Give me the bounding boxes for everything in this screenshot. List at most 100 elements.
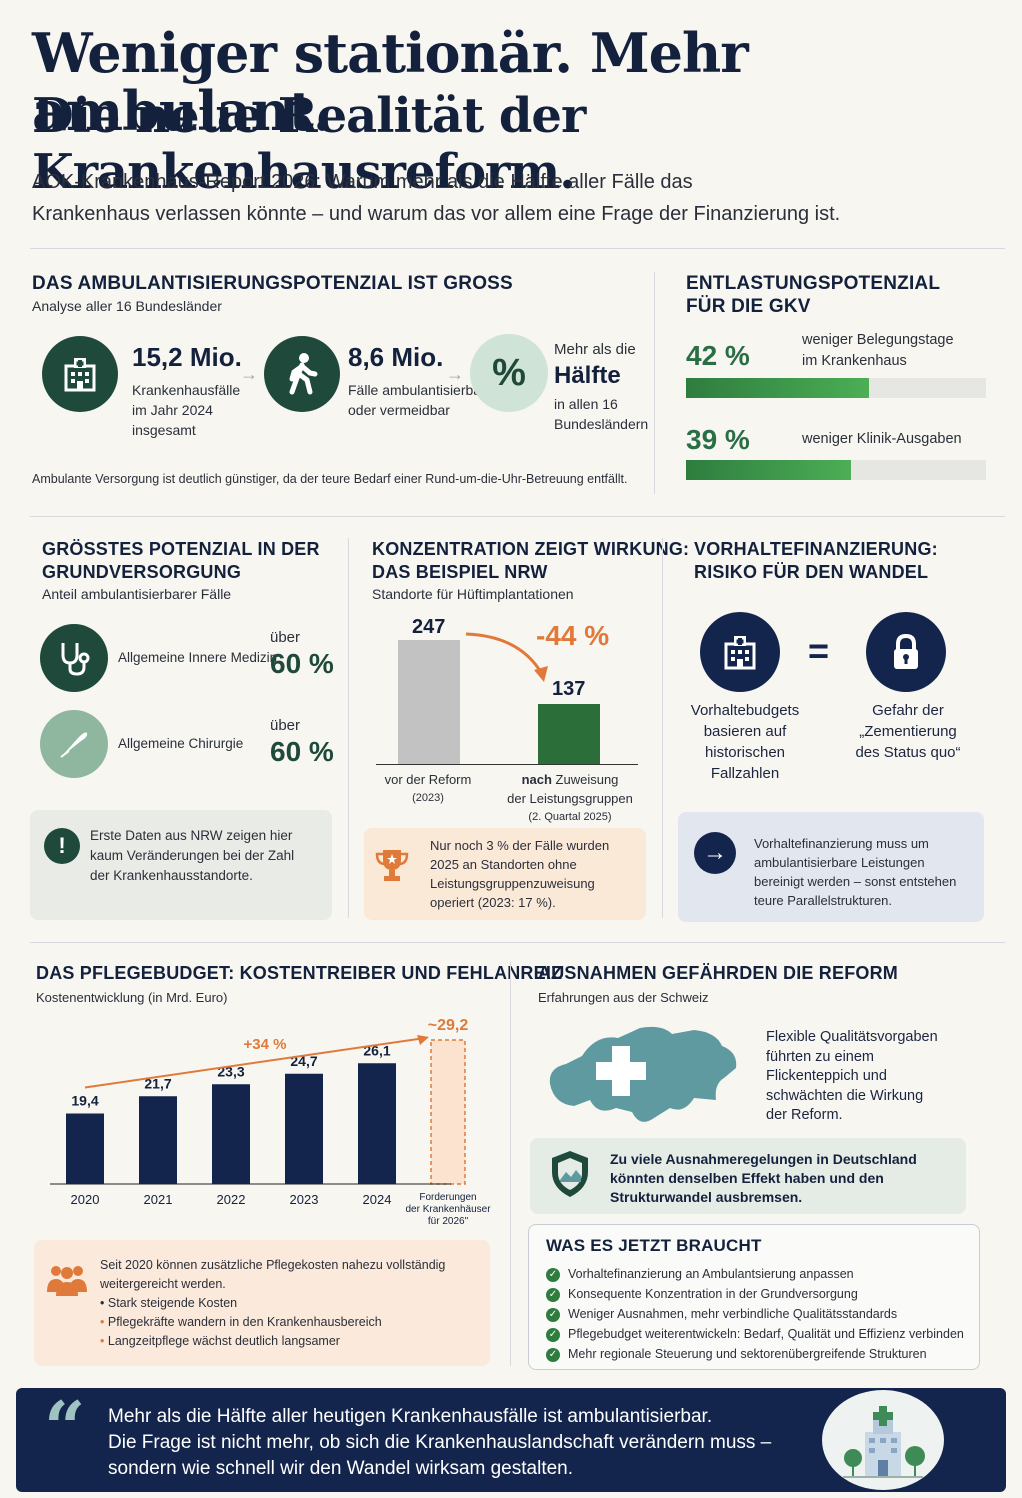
- trend-arrowhead-icon: [417, 1035, 429, 1045]
- stat-half-label: in allen 16 Bundesländern: [554, 396, 649, 432]
- chart-bar: [66, 1113, 104, 1184]
- forecast-caption: für 2026": [428, 1216, 469, 1227]
- people-group-icon: [44, 1262, 90, 1303]
- forecast-caption: Forderungen: [419, 1192, 476, 1203]
- quote-text: Mehr als die Hälfte aller heutigen Krank…: [108, 1406, 772, 1479]
- stat-half-pre: Mehr als die: [554, 341, 636, 358]
- potential-title: DAS AMBULANTISIERUNGSPOTENZIAL IST GROSS: [32, 273, 513, 294]
- scalpel-icon: [40, 710, 108, 778]
- shield-icon: [548, 1148, 592, 1205]
- hospital-building-icon: [700, 612, 780, 692]
- financing-right-text: Gefahr der „Zementierung des Status quo“: [855, 702, 961, 761]
- chart-bar: [358, 1063, 396, 1184]
- forecast-caption: der Krankenhäuser: [405, 1204, 491, 1215]
- x-tick-label: 2022: [217, 1192, 246, 1207]
- x-tick-label: 2020: [71, 1192, 100, 1207]
- chart-bar: [139, 1096, 177, 1184]
- relief-beds-bar-fill: [686, 378, 869, 398]
- walking-person-icon: [264, 336, 340, 412]
- financing-title: VORHALTEFINANZIERUNG: RISIKO FÜR DEN WAND…: [694, 539, 938, 582]
- internal-medicine-label: Allgemeine Innere Medizin: [118, 650, 278, 665]
- financing-note: Vorhaltefinanzierung muss um ambulantisie…: [754, 836, 957, 908]
- relief-costs-bar-fill: [686, 460, 851, 480]
- trophy-icon: [374, 846, 410, 891]
- basic-care-subtitle: Anteil ambulantisierbarer Fälle: [42, 586, 232, 602]
- basic-care-title: GRÖSSTES POTENZIAL IN DER GRUNDVERSORGUNG: [42, 539, 320, 582]
- basic-care-note-box: [30, 810, 332, 920]
- concentration-title: KONZENTRATION ZEIGT WIRKUNG: DAS BEISPIEL…: [372, 539, 690, 582]
- needs-item: ✓ Vorhaltefinanzierung an Ambulantsierung…: [546, 1264, 964, 1284]
- forecast-bar: [430, 1039, 466, 1185]
- relief-beds-value: 42 %: [686, 340, 750, 371]
- stat-ambulant-value: 8,6 Mio.: [348, 342, 444, 372]
- divider-vertical: [348, 538, 349, 918]
- care-budget-subtitle: Kostenentwicklung (in Mrd. Euro): [36, 990, 228, 1005]
- check-icon: ✓: [546, 1267, 560, 1282]
- bar-before-label: vor der Reform (2023): [384, 772, 472, 804]
- financing-left-text: Vorhaltebudgets basieren auf historischen F…: [690, 702, 800, 782]
- check-icon: ✓: [546, 1327, 560, 1342]
- relief-costs-label: weniger Klinik-Ausgaben: [802, 431, 962, 447]
- check-icon: ✓: [546, 1287, 560, 1302]
- bullet-item: • Pflegekräfte wandern in den Krankenhau…: [100, 1315, 382, 1329]
- arrow-right-icon: →: [240, 364, 258, 384]
- relief-costs-value: 39 %: [686, 424, 750, 455]
- bar-value-label: 19,4: [71, 1093, 98, 1109]
- needs-box: [528, 1224, 980, 1370]
- divider-vertical: [654, 272, 655, 494]
- arrow-right-icon-2: →: [446, 364, 464, 384]
- forecast-value-label: ~29,2: [428, 1017, 469, 1034]
- relief-beds-bar-track: [686, 378, 986, 398]
- alert-icon: !: [44, 828, 80, 864]
- bar-after-label: nach Zuweisung der Leistungsgruppen (2. …: [507, 772, 633, 823]
- needs-item: ✓ Mehr regionale Steuerung und sektorenüb…: [546, 1344, 964, 1364]
- exceptions-warning-box: [530, 1138, 966, 1214]
- needs-title: WAS ES JETZT BRAUCHT: [546, 1236, 762, 1255]
- concentration-note: Nur noch 3 % der Fälle wurden 2025 an Sta…: [430, 838, 610, 910]
- stat-cases-value: 15,2 Mio.: [132, 342, 242, 372]
- bullet-item: • Langzeitpflege wächst deutlich langsam…: [100, 1334, 340, 1348]
- title-line-2: Die neue Realität der Krankenhausreform.: [32, 88, 586, 200]
- care-budget-bullets: • Stark steigende Kosten • Pflegekräfte …: [100, 1294, 382, 1351]
- potential-note: Ambulante Versorgung ist deutlich günsti…: [32, 472, 628, 486]
- divider-vertical: [510, 962, 511, 1366]
- exceptions-subtitle: Erfahrungen aus der Schweiz: [538, 990, 709, 1005]
- needs-item: ✓ Konsequente Konzentration in der Grundv…: [546, 1284, 964, 1304]
- relief-title: ENTLASTUNGSPOTENZIAL FÜR DIE GKV: [686, 273, 941, 317]
- bar-after: [538, 704, 600, 764]
- bullet-item: • Stark steigende Kosten: [100, 1296, 238, 1310]
- trend-arrow-icon: [465, 632, 548, 682]
- divider: [30, 248, 1005, 249]
- care-budget-note: Seit 2020 können zusätzliche Pflegekoste…: [100, 1258, 446, 1291]
- basic-care-note: Erste Daten aus NRW zeigen hier kaum Verä…: [90, 828, 295, 883]
- quote-mark-icon: “: [44, 1385, 86, 1470]
- care-budget-note-box: [34, 1240, 490, 1366]
- exceptions-title: AUSNAHMEN GEFÄHRDEN DIE REFORM: [538, 963, 899, 983]
- bar-before-value: 247: [412, 616, 446, 638]
- stat-ambulant-label: Fälle ambulantisierbar oder vermeidbar: [348, 382, 486, 418]
- needs-item: ✓ Pflegebudget weiterentwickeln: Bedarf, …: [546, 1324, 964, 1344]
- stat-cases-label: Krankenhausfälle im Jahr 2024 insgesamt: [132, 382, 241, 438]
- hospital-illustration-icon: [822, 1390, 944, 1490]
- hospital-icon: [42, 336, 118, 412]
- chart-bar: [285, 1073, 323, 1184]
- subtitle-line-1: AOK-Krankenhaus-Report 2026: Warum mehr …: [32, 171, 693, 193]
- care-budget-title: DAS PFLEGEBUDGET: KOSTENTREIBER UND FEHL…: [36, 963, 563, 983]
- needs-item: ✓ Weniger Ausnahmen, mehr verbindliche Qu…: [546, 1304, 964, 1324]
- divider: [30, 516, 1005, 517]
- x-tick-label: 2023: [290, 1192, 319, 1207]
- concentration-note-box: [364, 828, 646, 920]
- chart-baseline: [376, 764, 638, 765]
- relief-costs-bar-track: [686, 460, 986, 480]
- internal-medicine-value: 60 %: [270, 648, 334, 679]
- stat-half-value: Hälfte: [554, 362, 621, 389]
- surgery-label: Allgemeine Chirurgie: [118, 736, 244, 751]
- bar-before: [398, 640, 460, 764]
- trend-label: +34 %: [244, 1036, 287, 1053]
- potential-subtitle: Analyse aller 16 Bundesländer: [32, 298, 222, 314]
- bar-after-value: 137: [552, 678, 586, 700]
- internal-medicine-pre: über: [270, 629, 301, 646]
- chart-bar: [212, 1084, 250, 1184]
- surgery-value: 60 %: [270, 736, 334, 767]
- check-icon: ✓: [546, 1347, 560, 1362]
